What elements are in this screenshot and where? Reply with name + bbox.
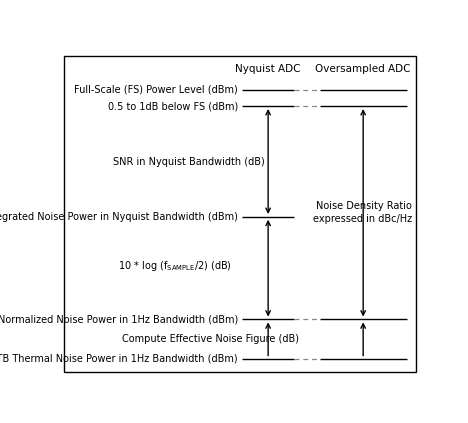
Text: Nyquist ADC: Nyquist ADC (235, 64, 301, 74)
Text: Noise Density Ratio
expressed in dBc/Hz: Noise Density Ratio expressed in dBc/Hz (313, 201, 412, 224)
Text: Normalized Noise Power in 1Hz Bandwidth (dBm): Normalized Noise Power in 1Hz Bandwidth … (0, 314, 238, 324)
Text: 10 * log (f$_\mathregular{SAMPLE}$/2) (dB): 10 * log (f$_\mathregular{SAMPLE}$/2) (d… (117, 258, 232, 272)
Text: Integrated Noise Power in Nyquist Bandwidth (dBm): Integrated Noise Power in Nyquist Bandwi… (0, 212, 238, 222)
Text: Oversampled ADC: Oversampled ADC (315, 64, 411, 74)
Text: Compute Effective Noise Figure (dB): Compute Effective Noise Figure (dB) (122, 334, 300, 344)
Text: 0.5 to 1dB below FS (dBm): 0.5 to 1dB below FS (dBm) (108, 101, 238, 111)
Text: Full-Scale (FS) Power Level (dBm): Full-Scale (FS) Power Level (dBm) (74, 85, 238, 95)
Text: KTB Thermal Noise Power in 1Hz Bandwidth (dBm): KTB Thermal Noise Power in 1Hz Bandwidth… (0, 354, 238, 363)
Text: SNR in Nyquist Bandwidth (dB): SNR in Nyquist Bandwidth (dB) (113, 157, 265, 167)
